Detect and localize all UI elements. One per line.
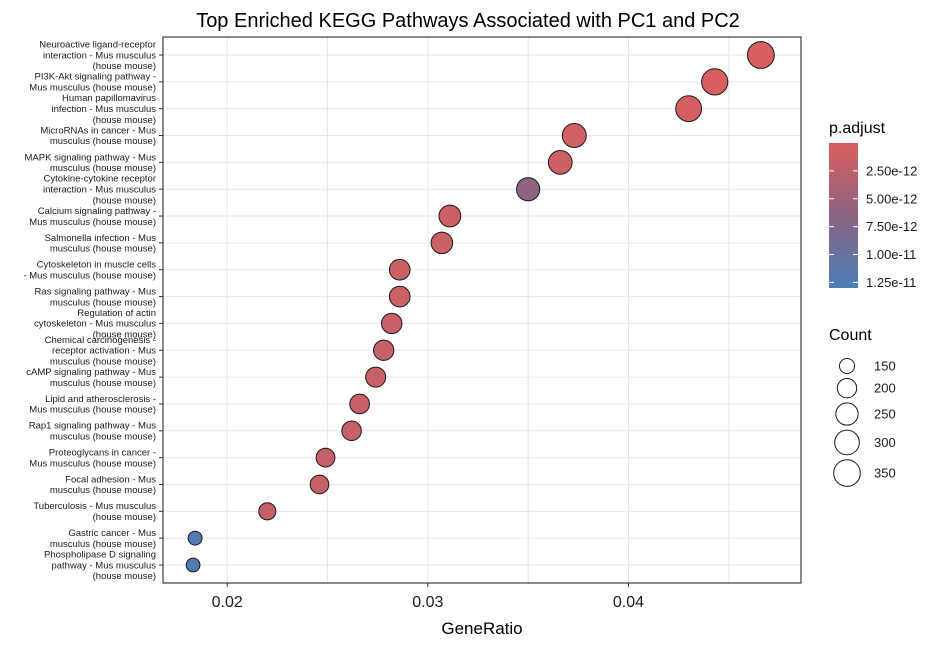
plot-panel-border <box>162 36 802 584</box>
y-tick-label: Gastric cancer - Mus <box>68 528 156 539</box>
pathway-point <box>438 204 462 228</box>
y-tick-label: musculus (house mouse) <box>50 378 156 389</box>
pathway-point <box>380 312 403 335</box>
y-tick-label: (house mouse) <box>93 330 156 341</box>
y-tick-label: musculus (house mouse) <box>50 136 156 147</box>
size-legend-label: 200 <box>874 381 896 396</box>
y-tick-label: Salmonella infection - Mus <box>45 233 157 244</box>
pathway-point <box>309 474 330 495</box>
y-tick-label: Calcium signaling pathway - <box>38 206 156 217</box>
y-tick-label: cAMP signaling pathway - Mus <box>26 367 156 378</box>
y-tick-label: Lipid and atherosclerosis - <box>45 394 156 405</box>
pathway-point <box>187 530 203 546</box>
y-tick-label: interaction - Mus musculus <box>43 50 156 61</box>
color-legend-title: p.adjust <box>829 120 886 137</box>
y-tick-label: PI3K-Akt signaling pathway - <box>35 72 156 83</box>
size-legend-label: 150 <box>874 359 896 374</box>
y-tick-label: Human papillomavirus <box>62 93 156 104</box>
y-tick-label: Mus musculus (house mouse) <box>29 405 156 416</box>
y-tick-label: Cytokine-cytokine receptor <box>44 174 156 185</box>
color-legend-ticks: 2.50e-12 5.00e-12 7.50e-12 1.00e-11 1.25e-11 <box>829 163 917 290</box>
pathway-point <box>185 557 201 573</box>
pathway-point <box>258 502 277 521</box>
size-legend: Count 150 200 250 300 350 <box>829 327 896 487</box>
y-tick-label: MicroRNAs in cancer - Mus <box>40 125 156 136</box>
size-legend-label: 350 <box>874 466 896 481</box>
x-axis-label: GeneRatio <box>441 619 522 638</box>
y-tick-label: Tuberculosis - Mus musculus <box>33 501 156 512</box>
y-tick-label: musculus (house mouse) <box>50 163 156 174</box>
y-tick-label: musculus (house mouse) <box>50 485 156 496</box>
pathway-point <box>365 366 387 388</box>
y-tick-label: musculus (house mouse) <box>50 244 156 255</box>
y-tick-label: Cytoskeleton in muscle cells <box>37 260 157 271</box>
y-tick-label: cytoskeleton - Mus musculus <box>34 319 156 330</box>
y-tick-label: MAPK signaling pathway - Mus <box>25 152 157 163</box>
y-tick-label: Proteoglycans in cancer - <box>49 448 156 459</box>
x-tick-labels: 0.02 0.03 0.04 <box>212 583 644 611</box>
y-tick-label: musculus (house mouse) <box>50 356 156 367</box>
y-tick-label: Mus musculus (house mouse) <box>29 458 156 469</box>
y-tick-label: interaction - Mus musculus <box>43 185 156 196</box>
data-points <box>185 41 775 573</box>
color-legend-tick-label: 5.00e-12 <box>866 191 917 206</box>
y-tick-label: infection - Mus musculus <box>51 104 156 115</box>
size-legend-label: 300 <box>874 435 896 450</box>
pathway-point <box>388 258 411 281</box>
y-tick-label: Focal adhesion - Mus <box>65 474 156 485</box>
y-tick-label: Chemical carcinogenesis - <box>45 335 156 346</box>
x-tick-label: 0.03 <box>412 594 443 611</box>
size-legend-label: 250 <box>874 407 896 422</box>
size-legend-circle <box>833 459 861 487</box>
color-legend-tick-label: 1.25e-11 <box>866 275 916 290</box>
pathway-point <box>675 95 703 123</box>
y-tick-label: - Mus musculus (house mouse) <box>23 270 156 281</box>
pathway-point <box>701 68 729 96</box>
pathway-point <box>746 41 775 69</box>
y-tick-label: Neuroactive ligand-receptor <box>39 40 156 51</box>
color-legend-tick-label: 7.50e-12 <box>866 219 917 234</box>
size-legend-title: Count <box>829 327 872 344</box>
color-legend: p.adjust 2.50e-12 5.00e-12 7.50e-12 1.00e-1… <box>829 120 917 290</box>
color-legend-tick-label: 1.00e-11 <box>866 247 916 262</box>
y-tick-label: Mus musculus (house mouse) <box>29 83 156 94</box>
y-tick-label: Regulation of actin <box>77 308 156 319</box>
y-tick-label: musculus (house mouse) <box>50 539 156 550</box>
y-tick-label: (house mouse) <box>93 195 156 206</box>
y-tick-label: Rap1 signaling pathway - Mus <box>29 421 157 432</box>
pathway-point <box>430 231 454 255</box>
y-tick-label: (house mouse) <box>93 115 156 126</box>
size-legend-circle <box>836 378 858 399</box>
y-tick-label: musculus (house mouse) <box>50 297 156 308</box>
pathway-point <box>561 123 587 149</box>
pathway-point <box>373 339 395 361</box>
pathway-point <box>388 285 411 308</box>
y-tick-label: Mus musculus (house mouse) <box>29 217 156 228</box>
size-legend-circle <box>835 402 859 426</box>
y-tick-label: pathway - Mus musculus <box>51 560 156 571</box>
y-tick-label: (house mouse) <box>93 512 156 523</box>
color-legend-tick-label: 2.50e-12 <box>866 163 917 178</box>
pathway-point <box>349 393 370 415</box>
y-tick-label: Ras signaling pathway - Mus <box>35 286 157 297</box>
y-tick-label: receptor activation - Mus <box>52 346 156 357</box>
pathway-point <box>516 177 541 202</box>
color-legend-bar <box>829 143 858 288</box>
y-tick-label: (house mouse) <box>93 61 156 72</box>
pathway-point <box>341 420 362 442</box>
pathway-point <box>547 150 573 175</box>
pathway-point <box>315 447 336 468</box>
grid-lines <box>163 37 801 583</box>
y-tick-label: (house mouse) <box>93 571 156 582</box>
size-legend-circle <box>834 429 860 456</box>
x-tick-label: 0.02 <box>212 594 243 611</box>
y-tick-label: Phospholipase D signaling <box>44 550 156 561</box>
y-tick-label: musculus (house mouse) <box>50 431 156 442</box>
size-legend-circle <box>838 357 856 375</box>
chart-title: Top Enriched KEGG Pathways Associated wi… <box>196 10 740 32</box>
x-tick-label: 0.04 <box>613 594 644 611</box>
